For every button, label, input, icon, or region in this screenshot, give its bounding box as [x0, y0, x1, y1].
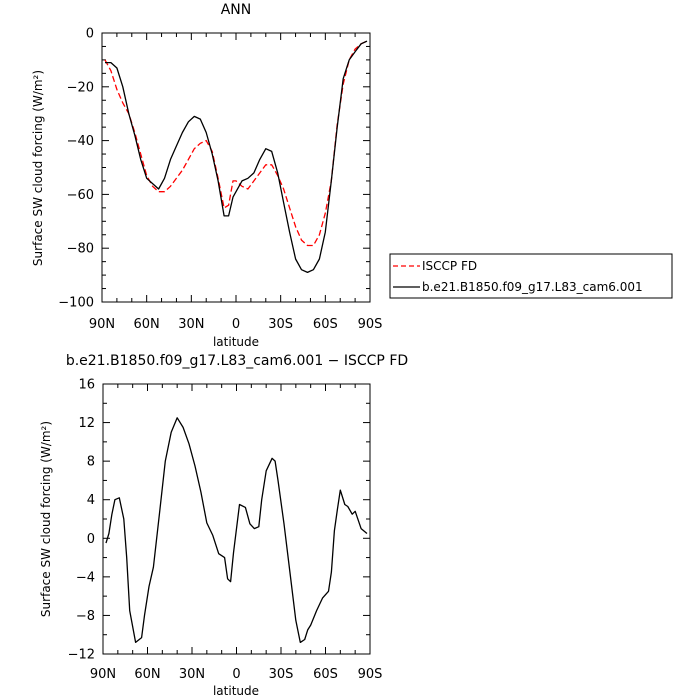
top-x-tick-label: 0	[232, 317, 240, 332]
top-y-tick-label: −40	[67, 134, 94, 149]
top-y-axis-label: Surface SW cloud forcing (W/m²)	[31, 70, 45, 266]
bottom-y-axis-label: Surface SW cloud forcing (W/m²)	[39, 421, 53, 617]
legend-label-model: b.e21.B1850.f09_g17.L83_cam6.001	[422, 280, 643, 294]
bottom-x-axis: 90N 60N 30N 0 30S 60S 90S	[90, 384, 383, 682]
bottom-y-tick-label: −12	[68, 648, 95, 663]
bottom-y-tick-label: 4	[87, 493, 95, 508]
top-y-tick-label: −60	[67, 188, 94, 203]
bottom-y-tick-label: 16	[78, 378, 95, 393]
bottom-x-tick-label: 60S	[313, 667, 338, 682]
bottom-x-tick-label: 30N	[179, 667, 205, 682]
legend-label-isccp: ISCCP FD	[422, 259, 477, 273]
bottom-chart-title: b.e21.B1850.f09_g17.L83_cam6.001 − ISCCP…	[66, 353, 408, 369]
legend: ISCCP FD b.e21.B1850.f09_g17.L83_cam6.00…	[389, 253, 673, 299]
top-x-tick-label: 60S	[313, 317, 338, 332]
bottom-x-tick-label: 60N	[134, 667, 160, 682]
top-x-tick-label: 60N	[134, 317, 160, 332]
bottom-x-tick-label: 90S	[358, 667, 383, 682]
top-series-group	[104, 40, 368, 274]
bottom-y-tick-label: 12	[78, 416, 95, 431]
top-x-axis: 90N 60N 30N 0 30S 60S 90S	[89, 33, 383, 332]
top-x-tick-label: 90S	[358, 317, 383, 332]
bottom-x-tick-label: 90N	[90, 667, 116, 682]
top-y-tick-label: −20	[67, 80, 94, 95]
top-chart-title: ANN	[221, 2, 252, 18]
bottom-y-tick-label: 8	[87, 455, 95, 470]
bottom-series-line-0	[105, 417, 368, 644]
top-y-tick-label: −80	[67, 242, 94, 257]
bottom-series-group	[105, 417, 368, 644]
top-x-tick-label: 30S	[268, 317, 293, 332]
top-plot-frame	[101, 32, 371, 303]
bottom-x-axis-label: latitude	[213, 684, 259, 698]
bottom-plot-frame	[102, 383, 371, 655]
top-y-tick-label: −100	[58, 296, 94, 311]
legend-box	[389, 253, 673, 299]
bottom-x-tick-label: 0	[232, 667, 240, 682]
bottom-y-tick-label: −4	[76, 570, 95, 585]
bottom-y-axis: 16 12 8 4 0 −4 −8 −12	[68, 378, 370, 663]
bottom-y-tick-label: 0	[87, 532, 95, 547]
bottom-y-tick-label: −8	[76, 609, 95, 624]
top-x-axis-label: latitude	[213, 335, 259, 349]
top-y-axis: 0 −20 −40 −60 −80 −100	[58, 27, 370, 311]
top-x-tick-label: 90N	[89, 317, 115, 332]
top-y-tick-label: 0	[86, 27, 94, 42]
top-series-line-1	[105, 40, 368, 274]
bottom-x-tick-label: 30S	[269, 667, 294, 682]
top-x-tick-label: 30N	[178, 317, 204, 332]
